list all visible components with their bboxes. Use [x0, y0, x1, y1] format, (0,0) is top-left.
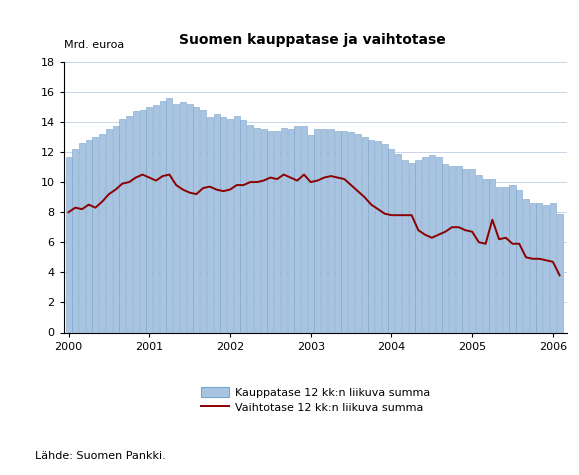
Bar	[368, 140, 374, 332]
Bar	[261, 130, 267, 332]
Bar	[207, 117, 213, 332]
Bar	[314, 130, 320, 332]
Bar	[449, 166, 455, 332]
Bar	[180, 103, 186, 332]
Bar	[288, 130, 294, 332]
Bar	[382, 144, 388, 332]
Bar	[341, 131, 347, 332]
Bar	[476, 175, 482, 332]
Bar	[214, 114, 219, 332]
Bar	[220, 117, 226, 332]
Bar	[328, 130, 334, 332]
Bar	[335, 131, 340, 332]
Bar	[126, 116, 132, 332]
Bar	[227, 119, 233, 332]
Bar	[489, 179, 496, 332]
Bar	[153, 105, 159, 332]
Bar	[186, 104, 193, 332]
Bar	[166, 98, 173, 332]
Bar	[281, 128, 287, 332]
Bar	[389, 149, 394, 332]
Bar	[395, 153, 401, 332]
Bar	[402, 160, 408, 332]
Bar	[72, 149, 78, 332]
Bar	[409, 162, 415, 332]
Bar	[361, 137, 368, 332]
Bar	[267, 131, 273, 332]
Bar	[173, 104, 179, 332]
Bar	[86, 140, 91, 332]
Bar	[456, 166, 461, 332]
Text: Mrd. euroa: Mrd. euroa	[64, 40, 124, 50]
Bar	[321, 130, 327, 332]
Bar	[516, 190, 522, 332]
Bar	[254, 128, 260, 332]
Text: Suomen kauppatase ja vaihtotase: Suomen kauppatase ja vaihtotase	[179, 33, 446, 47]
Bar	[530, 203, 536, 332]
Bar	[556, 214, 563, 332]
Bar	[463, 169, 468, 332]
Bar	[422, 157, 428, 332]
Bar	[543, 205, 549, 332]
Legend: Kauppatase 12 kk:n liikuva summa, Vaihtotase 12 kk:n liikuva summa: Kauppatase 12 kk:n liikuva summa, Vaihto…	[201, 387, 430, 413]
Bar	[469, 169, 475, 332]
Bar	[435, 157, 442, 332]
Bar	[429, 155, 435, 332]
Bar	[65, 157, 72, 332]
Bar	[415, 160, 422, 332]
Bar	[536, 203, 543, 332]
Bar	[247, 125, 253, 332]
Bar	[140, 110, 145, 332]
Bar	[503, 187, 509, 332]
Text: Lähde: Suomen Pankki.: Lähde: Suomen Pankki.	[35, 451, 166, 461]
Bar	[307, 135, 314, 332]
Bar	[442, 164, 448, 332]
Bar	[301, 126, 307, 332]
Bar	[482, 179, 489, 332]
Bar	[106, 130, 112, 332]
Bar	[348, 133, 354, 332]
Bar	[234, 116, 240, 332]
Bar	[510, 185, 515, 332]
Bar	[240, 121, 247, 332]
Bar	[523, 199, 529, 332]
Bar	[119, 119, 126, 332]
Bar	[93, 137, 98, 332]
Bar	[112, 126, 119, 332]
Bar	[496, 187, 502, 332]
Bar	[375, 142, 381, 332]
Bar	[200, 110, 206, 332]
Bar	[274, 131, 280, 332]
Bar	[355, 134, 361, 332]
Bar	[99, 134, 105, 332]
Bar	[193, 107, 199, 332]
Bar	[133, 112, 139, 332]
Bar	[160, 101, 166, 332]
Bar	[294, 126, 301, 332]
Bar	[146, 107, 152, 332]
Bar	[79, 143, 85, 332]
Bar	[550, 203, 556, 332]
